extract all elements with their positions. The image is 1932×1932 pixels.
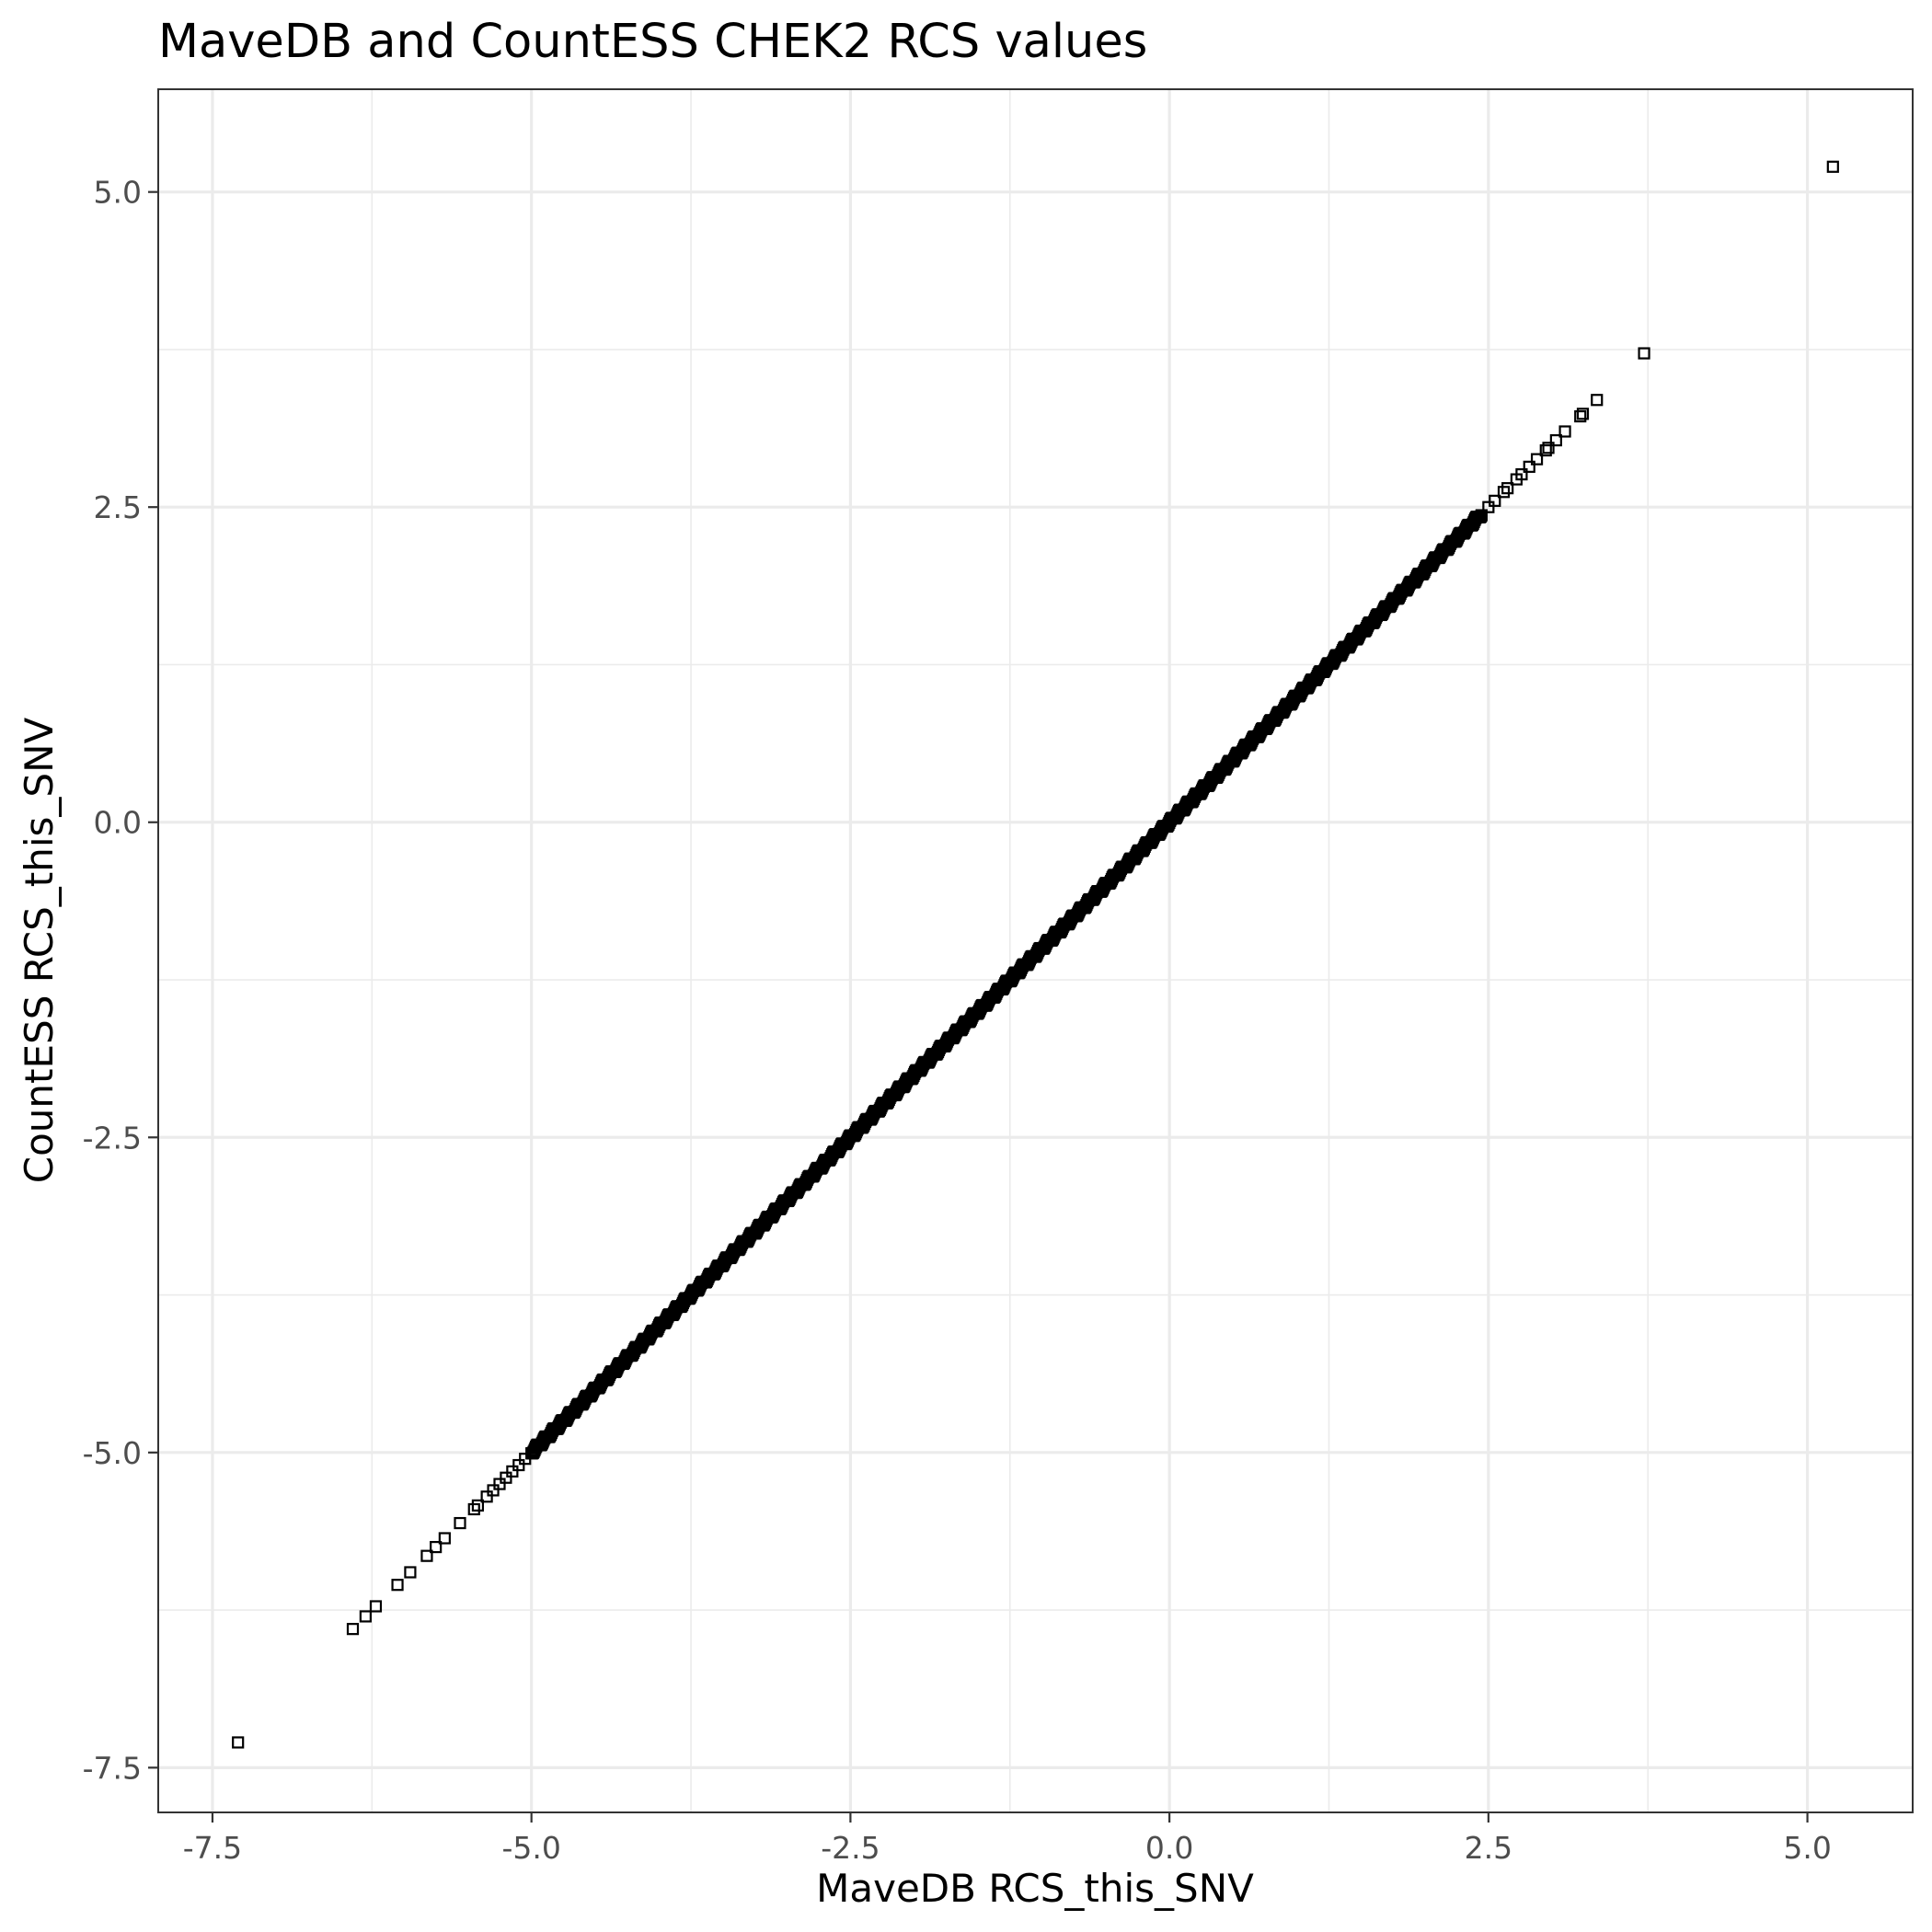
chart-title: MaveDB and CountESS CHEK2 RCS values	[158, 15, 1147, 69]
data-point	[500, 1471, 512, 1484]
data-point	[1558, 425, 1571, 438]
data-point	[420, 1549, 433, 1562]
data-point	[232, 1736, 245, 1749]
data-point	[369, 1600, 383, 1613]
data-point	[1826, 160, 1839, 173]
data-point	[1539, 443, 1552, 457]
data-point	[404, 1566, 417, 1579]
data-point	[512, 1458, 525, 1472]
x-tick-label: 5.0	[1783, 1830, 1831, 1866]
data-point	[480, 1490, 493, 1503]
data-point	[506, 1465, 519, 1478]
data-point	[1549, 433, 1562, 447]
minor-gridlines	[158, 89, 1913, 1812]
data-point	[1501, 482, 1514, 495]
plot-panel	[157, 88, 1914, 1813]
data-point	[1574, 409, 1587, 423]
major-gridlines	[158, 89, 1913, 1812]
data-point	[1530, 453, 1544, 466]
x-tick-label: -2.5	[821, 1830, 880, 1866]
y-tick-label: 5.0	[94, 175, 142, 211]
data-point	[454, 1516, 466, 1530]
x-tick-label: 0.0	[1145, 1830, 1193, 1866]
data-point	[391, 1579, 404, 1592]
y-tick-label: 0.0	[94, 805, 142, 841]
y-tick-label: -5.0	[83, 1435, 142, 1471]
data-point	[493, 1478, 506, 1490]
x-axis-title: MaveDB RCS_this_SNV	[816, 1866, 1254, 1911]
panel-border	[157, 88, 1914, 1813]
y-tick-label: -2.5	[83, 1120, 142, 1156]
data-point	[519, 1453, 532, 1466]
x-tick-label: -7.5	[183, 1830, 242, 1866]
y-tick-label: 2.5	[94, 489, 142, 525]
data-point	[1489, 494, 1501, 507]
data-point	[1482, 500, 1495, 513]
data-point	[1542, 442, 1555, 454]
x-tick-label: -5.0	[501, 1830, 560, 1866]
x-axis: -7.5 -5.0 -2.5 0.0 2.5 5.0	[183, 1812, 1832, 1866]
data-point	[1475, 509, 1488, 522]
data-point	[1638, 347, 1650, 360]
data-point	[471, 1499, 485, 1512]
data-point	[1523, 460, 1535, 473]
data-point	[430, 1540, 443, 1554]
data-point	[1591, 394, 1604, 407]
data-point	[359, 1610, 372, 1623]
data-point	[1576, 408, 1590, 420]
data-point	[487, 1484, 500, 1497]
data-point	[438, 1532, 451, 1545]
y-axis-title: CountESS RCS_this_SNV	[17, 718, 62, 1184]
y-tick-label: -7.5	[83, 1750, 142, 1786]
data-point	[1497, 486, 1511, 499]
data-points	[232, 160, 1839, 1749]
data-point	[346, 1623, 360, 1636]
y-axis: -7.5 -5.0 -2.5 0.0 2.5 5.0	[83, 175, 158, 1786]
x-tick-label: 2.5	[1465, 1830, 1512, 1866]
data-point	[467, 1502, 480, 1516]
data-point	[1515, 467, 1528, 481]
